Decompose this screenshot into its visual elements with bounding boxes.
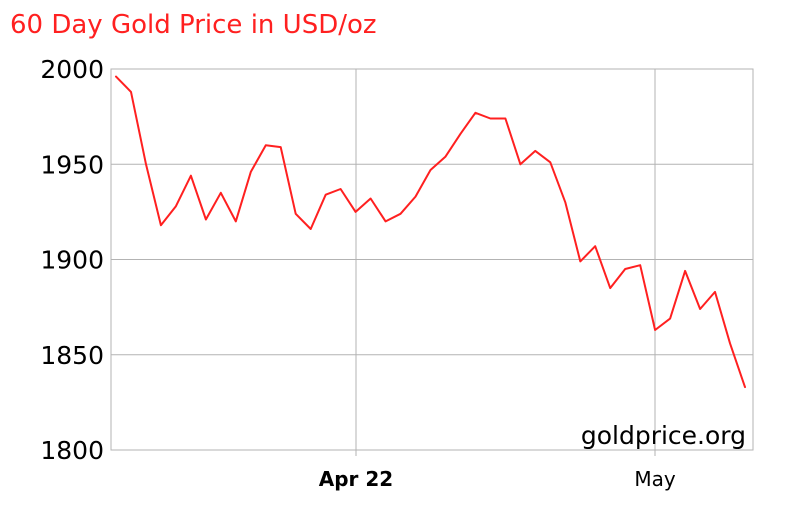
data-point [474, 112, 476, 114]
data-point [504, 118, 506, 120]
data-point [130, 91, 132, 93]
data-points [115, 76, 746, 389]
x-tick-label: Apr 22 [319, 467, 393, 491]
data-point [594, 245, 596, 247]
y-axis-ticks: 2000 1950 1900 1850 1800 [40, 55, 104, 465]
x-axis-ticks: Apr 22 May [319, 467, 676, 491]
watermark: goldprice.org [581, 421, 746, 450]
y-tick-label: 2000 [40, 55, 104, 84]
data-point [115, 76, 117, 78]
data-point [445, 156, 447, 158]
data-point [295, 213, 297, 215]
data-point [489, 118, 491, 120]
data-point [385, 220, 387, 222]
data-point [175, 205, 177, 207]
data-point [190, 175, 192, 177]
data-point [370, 198, 372, 200]
data-point [534, 150, 536, 152]
data-point [564, 201, 566, 203]
data-point [310, 228, 312, 230]
data-point [145, 163, 147, 165]
chart-title: 60 Day Gold Price in USD/oz [10, 10, 377, 40]
data-point [639, 264, 641, 266]
data-point [430, 169, 432, 171]
data-point [549, 161, 551, 163]
data-point [714, 291, 716, 293]
y-tick-label: 1850 [40, 341, 104, 370]
data-point [609, 287, 611, 289]
y-tick-label: 1800 [40, 436, 104, 465]
data-point [654, 329, 656, 331]
data-point [744, 386, 746, 388]
data-point [280, 146, 282, 148]
data-point [160, 224, 162, 226]
data-point [579, 260, 581, 262]
plot-frame [110, 68, 754, 451]
data-point [340, 188, 342, 190]
price-line [115, 75, 746, 389]
grid-layer [111, 68, 753, 456]
data-point [699, 308, 701, 310]
data-point [624, 268, 626, 270]
data-point [400, 213, 402, 215]
data-point [250, 171, 252, 173]
data-point [205, 219, 207, 221]
data-point [355, 211, 357, 213]
y-tick-label: 1900 [40, 246, 104, 275]
data-point [729, 342, 731, 344]
x-tick-label: May [634, 467, 676, 491]
y-tick-label: 1950 [40, 150, 104, 179]
data-point [669, 318, 671, 320]
data-point [519, 163, 521, 165]
data-point [684, 270, 686, 272]
data-point [235, 220, 237, 222]
data-point [220, 192, 222, 194]
data-point [460, 133, 462, 135]
data-point [325, 194, 327, 196]
data-point [265, 144, 267, 146]
data-point [415, 196, 417, 198]
